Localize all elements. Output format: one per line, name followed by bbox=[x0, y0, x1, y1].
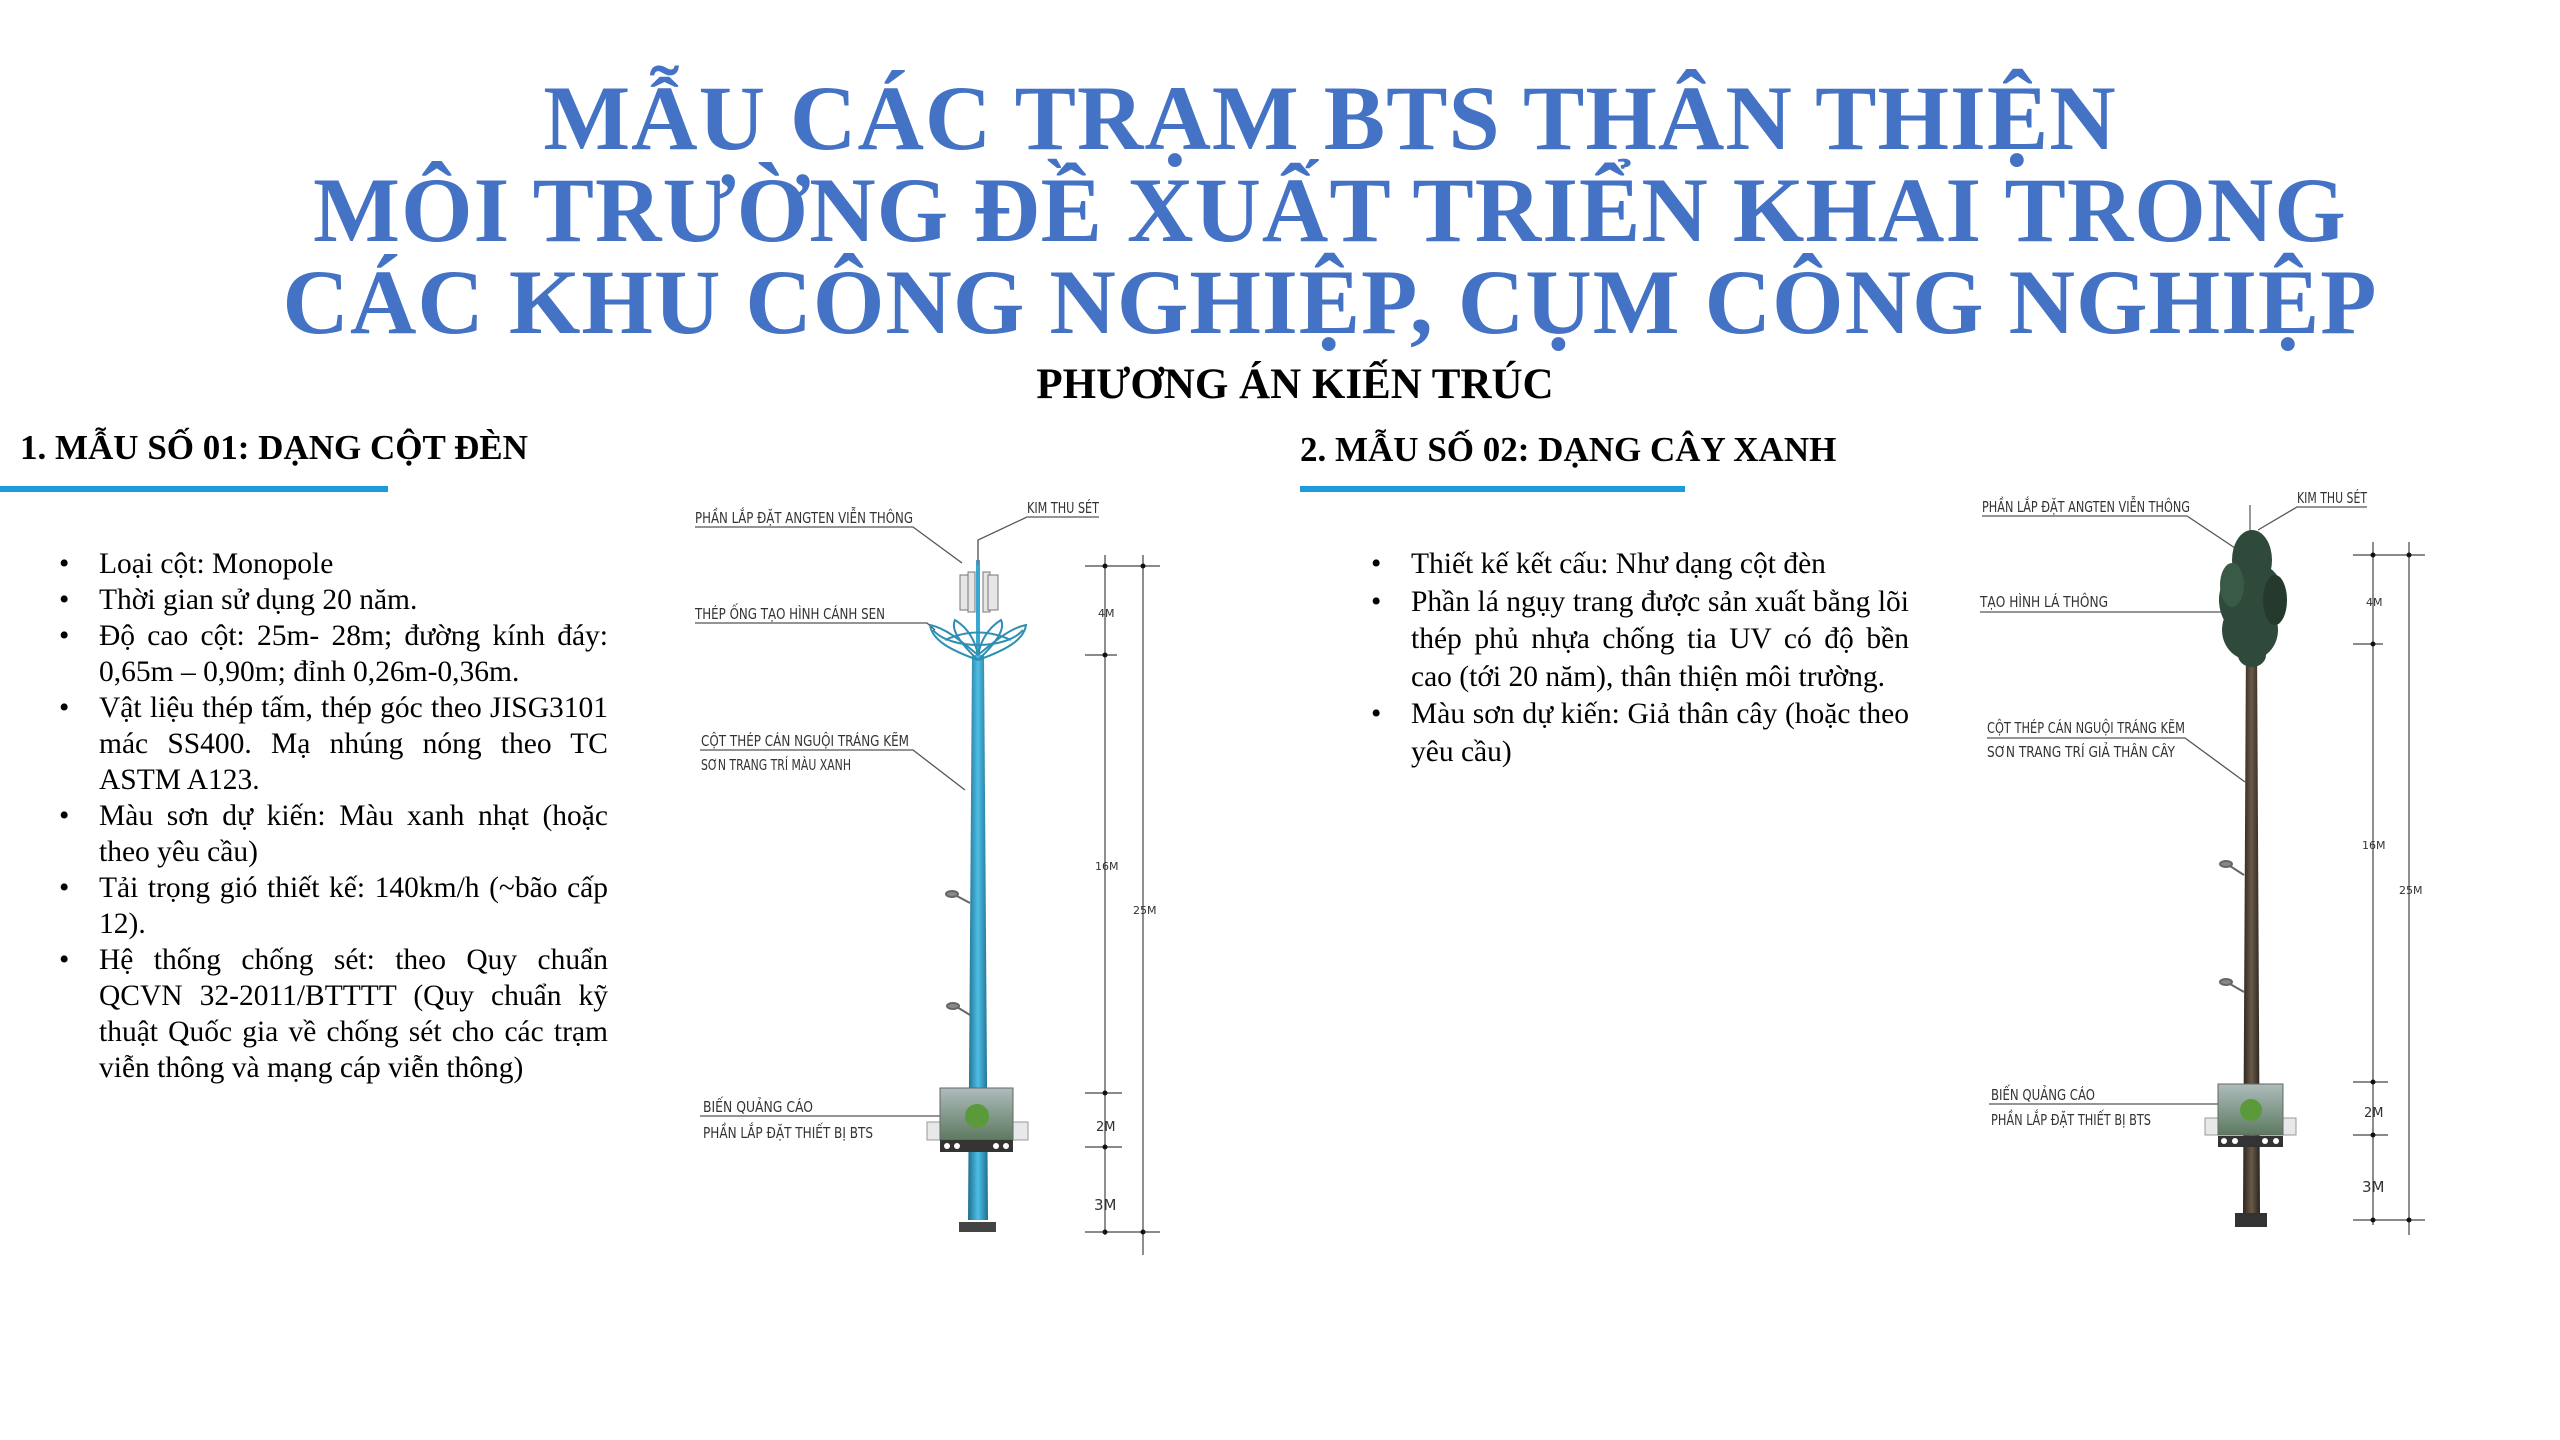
label-bts-equipment: PHẦN LẮP ĐẶT THIẾT BỊ BTS bbox=[1991, 1108, 2151, 1129]
dimension-ticks bbox=[1102, 563, 1146, 1235]
dim-label-3m: 3M bbox=[2362, 1178, 2385, 1196]
tree-trunk bbox=[2243, 640, 2260, 1215]
dim-label-25m: 25M bbox=[1133, 904, 1157, 917]
label-pole-material: CỘT THÉP CÁN NGUỘI TRÁNG KẼM bbox=[701, 731, 909, 750]
street-lamp-arms bbox=[2219, 860, 2245, 993]
bullet-item: • Màu sơn dự kiến: Giả thân cây (hoặc the… bbox=[1371, 696, 1909, 771]
bullet-icon: • bbox=[59, 692, 70, 724]
label-pole-paint: SƠN TRANG TRÍ MÀU XANH bbox=[701, 755, 851, 774]
dim-label-3m: 3M bbox=[1094, 1196, 1117, 1214]
bullet-icon: • bbox=[59, 944, 70, 976]
bullet-item: • Vật liệu thép tấm, thép góc theo JISG31… bbox=[59, 690, 608, 798]
dim-label-2m: 2M bbox=[2364, 1106, 2384, 1121]
bullet-item: • Loại cột: Monopole bbox=[59, 546, 608, 582]
bullet-icon: • bbox=[59, 872, 70, 904]
section2-bullets: • Thiết kế kết cấu: Như dạng cột đèn • Phần… bbox=[1371, 546, 1909, 771]
label-lightning-rod: KIM THU SÉT bbox=[2297, 488, 2368, 507]
dimension-lines bbox=[1085, 555, 1160, 1255]
leader-lines bbox=[1980, 506, 2367, 1105]
bullet-item: • Thiết kế kết cấu: Như dạng cột đèn bbox=[1371, 546, 1909, 584]
dim-label-2m: 2M bbox=[1096, 1120, 1116, 1135]
label-pole-paint: SƠN TRANG TRÍ GIẢ THÂN CÂY bbox=[1987, 741, 2176, 761]
lamp-post-tower-drawing: PHẦN LẮP ĐẶT ANGTEN VIỄN THÔNG KIM THU S… bbox=[694, 498, 1160, 1255]
label-lotus: THÉP ỐNG TẠO HÌNH CÁNH SEN bbox=[694, 602, 885, 623]
lamp-post-pole bbox=[968, 655, 988, 1220]
bullet-text: Thiết kế kết cấu: Như dạng cột đèn bbox=[1411, 548, 1826, 580]
section1-heading: 1. MẪU SỐ 01: DẠNG CỘT ĐÈN bbox=[20, 428, 528, 467]
bullet-item: • Hệ thống chống sét: theo Quy chuẩn QCVN… bbox=[59, 942, 608, 1086]
tree-tower-drawing: PHẦN LẮP ĐẶT ANGTEN VIỄN THÔNG KIM THU S… bbox=[1979, 488, 2425, 1235]
label-lightning-rod: KIM THU SÉT bbox=[1027, 498, 1100, 517]
title-line-2: MÔI TRƯỜNG ĐỀ XUẤT TRIỂN KHAI TRONG bbox=[313, 159, 2347, 261]
label-pole-material: CỘT THÉP CÁN NGUỘI TRÁNG KẼM bbox=[1987, 718, 2185, 737]
bullet-icon: • bbox=[59, 548, 70, 580]
bullet-icon: • bbox=[1371, 548, 1382, 580]
bullet-item: • Phần lá ngụy trang được sản xuất bằng l… bbox=[1371, 584, 1909, 697]
dim-label-16m: 16M bbox=[2362, 839, 2386, 852]
dimension-ticks bbox=[2370, 552, 2412, 1223]
billboard bbox=[926, 1087, 1029, 1152]
bullet-icon: • bbox=[1371, 698, 1382, 730]
pine-foliage bbox=[2219, 530, 2287, 667]
bullet-text: Phần lá ngụy trang được sản xuất bằng lõ… bbox=[1411, 585, 1909, 693]
bullet-text: Tải trọng gió thiết kế: 140km/h (~bão cấ… bbox=[99, 872, 608, 940]
pole-top-mast bbox=[976, 560, 980, 655]
title-line-3: CÁC KHU CÔNG NGHIỆP, CỤM CÔNG NGHIỆP bbox=[282, 251, 2378, 353]
section1-underline bbox=[0, 486, 388, 492]
page-subtitle: PHƯƠNG ÁN KIẾN TRÚC bbox=[1036, 361, 1554, 408]
bullet-text: Thời gian sử dụng 20 năm. bbox=[99, 584, 418, 616]
billboard bbox=[2204, 1083, 2297, 1147]
section1-bullets: • Loại cột: Monopole • Thời gian sử dụng 20… bbox=[59, 546, 608, 1086]
pole-base bbox=[959, 1222, 996, 1232]
label-bts-equipment: PHẦN LẮP ĐẶT THIẾT BỊ BTS bbox=[703, 1121, 873, 1142]
title-line-1: MẪU CÁC TRẠM BTS THÂN THIỆN bbox=[543, 67, 2117, 169]
label-antenna: PHẦN LẮP ĐẶT ANGTEN VIỄN THÔNG bbox=[695, 506, 913, 527]
bullet-text: Loại cột: Monopole bbox=[99, 548, 334, 580]
dim-label-25m: 25M bbox=[2399, 884, 2423, 897]
bullet-text: Độ cao cột: 25m- 28m; đường kính đáy: 0,… bbox=[99, 620, 608, 688]
section2-underline bbox=[1300, 486, 1685, 492]
bullet-icon: • bbox=[59, 620, 70, 652]
bullet-icon: • bbox=[59, 584, 70, 616]
dim-label-4m: 4M bbox=[1098, 607, 1115, 620]
street-lamp-arms bbox=[945, 890, 971, 1016]
label-antenna: PHẦN LẮP ĐẶT ANGTEN VIỄN THÔNG bbox=[1982, 495, 2190, 516]
bullet-icon: • bbox=[59, 800, 70, 832]
tree-base bbox=[2235, 1213, 2267, 1227]
bullet-icon: • bbox=[1371, 585, 1382, 618]
dim-label-16m: 16M bbox=[1095, 860, 1119, 873]
bullet-item: • Màu sơn dự kiến: Màu xanh nhạt (hoặc th… bbox=[59, 798, 608, 870]
bullet-text: Hệ thống chống sét: theo Quy chuẩn QCVN … bbox=[99, 944, 608, 1084]
antenna-panels bbox=[959, 571, 999, 613]
bullet-text: Vật liệu thép tấm, thép góc theo JISG310… bbox=[99, 692, 608, 796]
label-billboard: BIẾN QUẢNG CÁO bbox=[703, 1095, 813, 1116]
dim-label-4m: 4M bbox=[2366, 596, 2383, 609]
label-foliage: TẠO HÌNH LÁ THÔNG bbox=[1979, 592, 2108, 611]
section2-heading: 2. MẪU SỐ 02: DẠNG CÂY XANH bbox=[1300, 430, 1837, 469]
bullet-text: Màu sơn dự kiến: Giả thân cây (hoặc theo… bbox=[1411, 698, 1909, 768]
lotus-petals bbox=[928, 618, 1028, 661]
bullet-item: • Tải trọng gió thiết kế: 140km/h (~bão … bbox=[59, 870, 608, 942]
page-title: MẪU CÁC TRẠM BTS THÂN THIỆN MÔI TRƯỜNG Đ… bbox=[0, 72, 2560, 348]
bullet-text: Màu sơn dự kiến: Màu xanh nhạt (hoặc the… bbox=[99, 800, 608, 868]
bullet-item: • Thời gian sử dụng 20 năm. bbox=[59, 582, 608, 618]
label-billboard: BIẾN QUẢNG CÁO bbox=[1991, 1083, 2095, 1104]
bullet-item: • Độ cao cột: 25m- 28m; đường kính đáy: 0… bbox=[59, 618, 608, 690]
